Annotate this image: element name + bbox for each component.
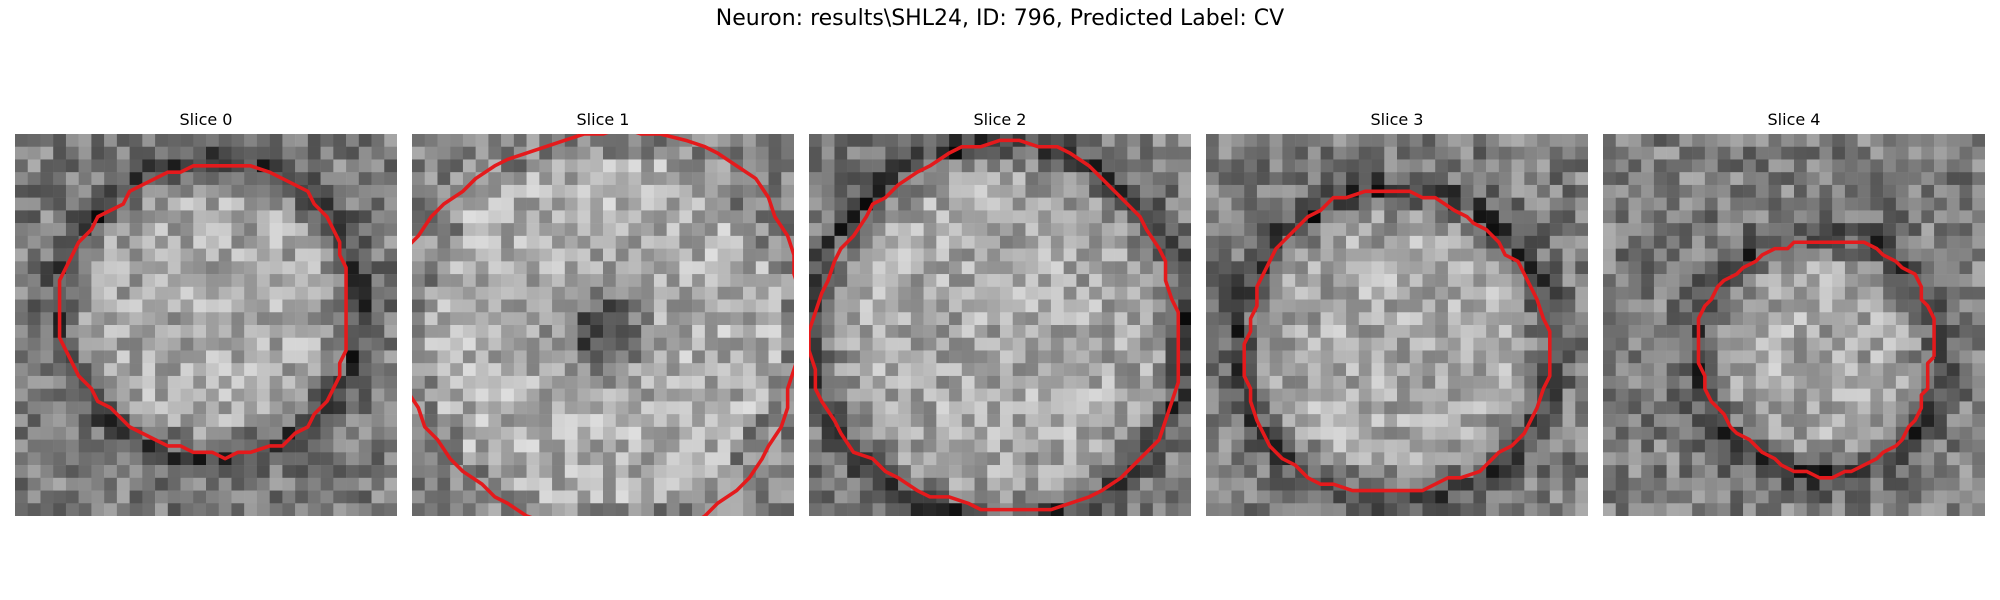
slice-image-4 [1603,134,1985,516]
slice-image-1 [412,134,794,516]
contour-line-0 [57,164,348,461]
slice-image-2 [809,134,1191,516]
slice-title-0: Slice 0 [179,110,233,129]
slice-title-1: Slice 1 [576,110,630,129]
contour-line-3 [1242,189,1552,493]
contour-line-1 [412,134,794,516]
slice-title-3: Slice 3 [1370,110,1424,129]
slice-image-3 [1206,134,1588,516]
contour-line-4 [1696,240,1936,480]
slice-image-0 [15,134,397,516]
figure-title: Neuron: results\SHL24, ID: 796, Predicte… [715,6,1285,31]
contour-line-2 [809,138,1181,512]
slice-title-2: Slice 2 [973,110,1027,129]
slice-title-4: Slice 4 [1767,110,1821,129]
